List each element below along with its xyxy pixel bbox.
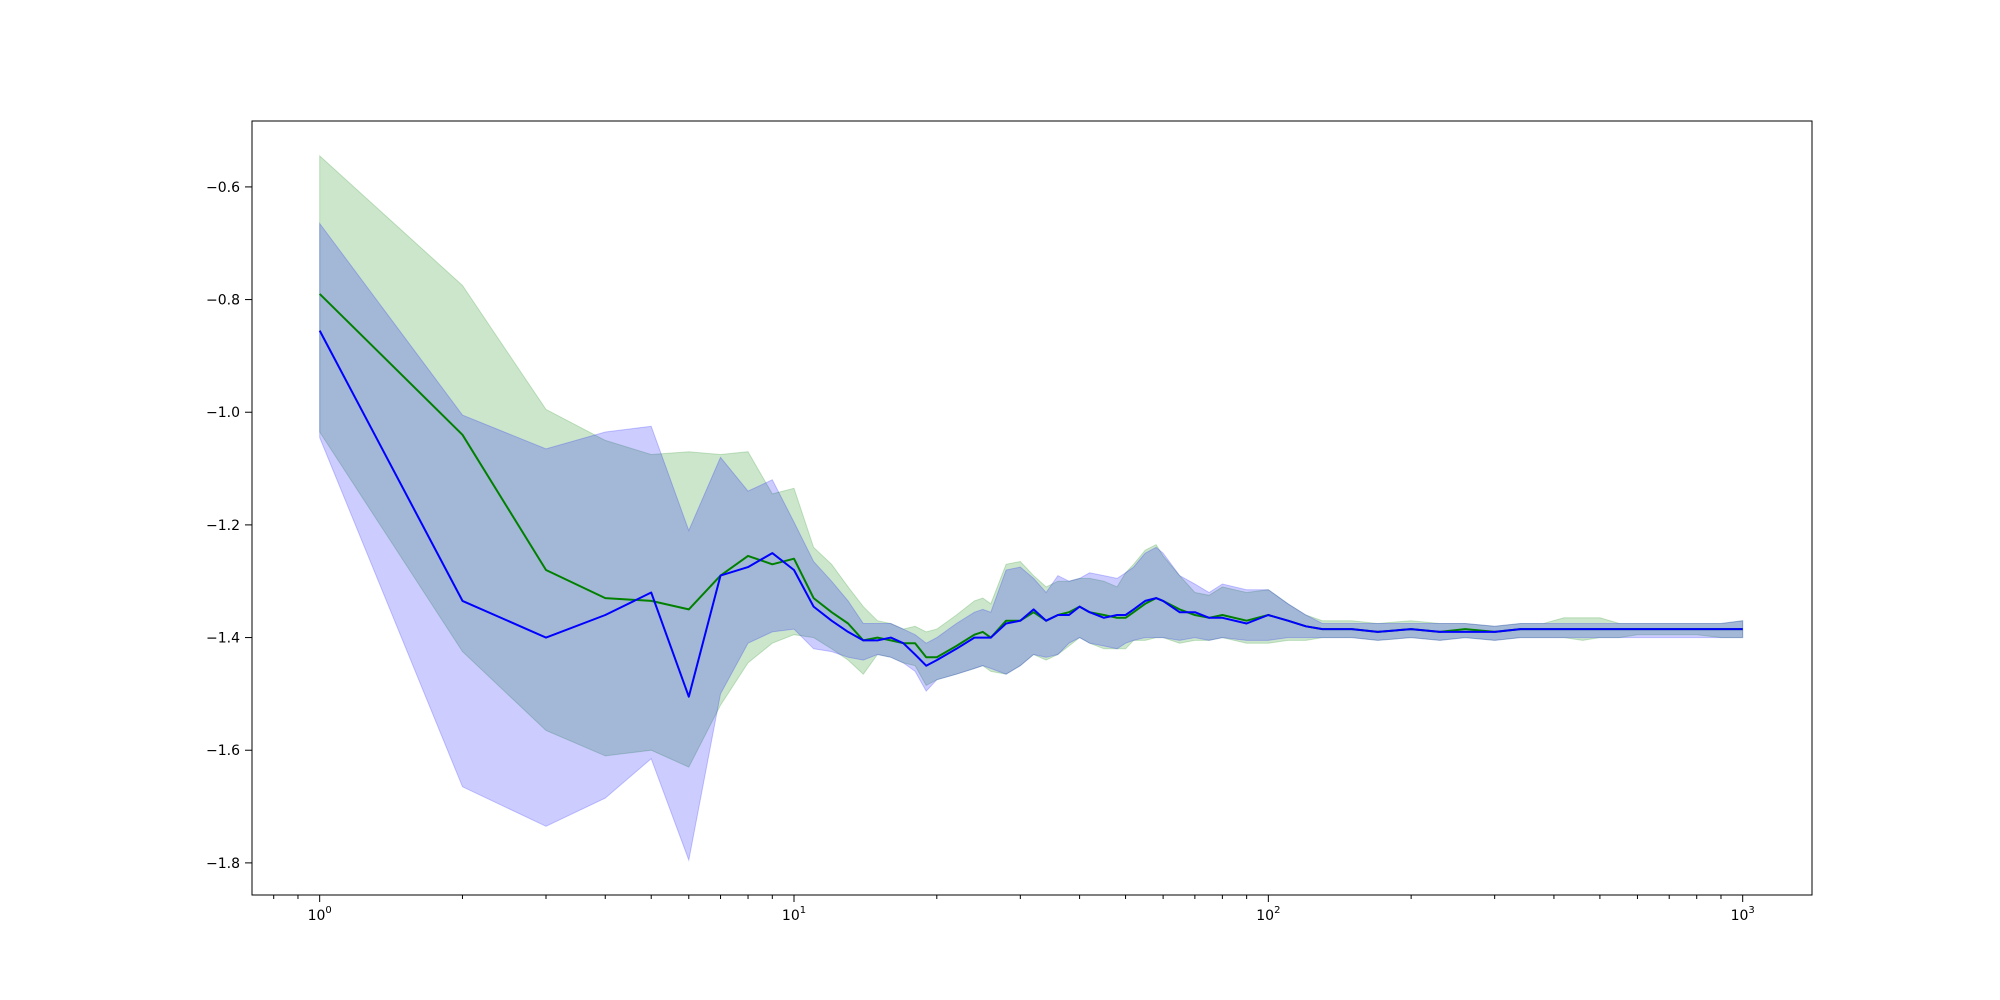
y-tick-label: −0.8 <box>206 293 240 309</box>
series-lines <box>318 293 1743 698</box>
series-1-line <box>318 330 1743 698</box>
x-tick-label: 102 <box>1256 905 1280 924</box>
y-tick-label: −0.6 <box>206 180 240 196</box>
x-tick-label: 101 <box>782 905 806 924</box>
y-tick-label: −1.2 <box>206 518 240 534</box>
plot-frame <box>251 120 1813 896</box>
x-tick-label: 103 <box>1731 905 1755 924</box>
confidence-bands <box>319 154 1744 862</box>
x-axis: 100 101 102 103 <box>273 895 1755 924</box>
y-tick-label: −1.4 <box>206 631 240 647</box>
y-tick-label: −1.0 <box>206 405 240 421</box>
series-1-band <box>319 221 1744 862</box>
y-tick-label: −1.6 <box>206 743 240 759</box>
x-tick-label: 100 <box>308 905 332 924</box>
y-tick-label: −1.8 <box>206 856 240 872</box>
series-0-band <box>319 154 1744 768</box>
y-axis: −0.6 −0.8 −1.0 −1.2 −1.4 −1.6 −1.8 <box>206 180 252 872</box>
